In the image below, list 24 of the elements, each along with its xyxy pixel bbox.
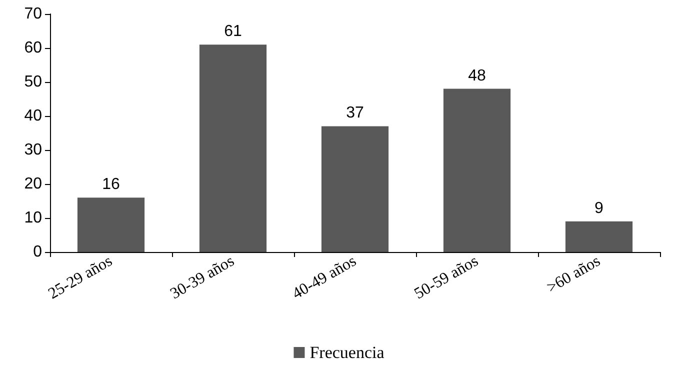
x-tick-label: 40-49 años — [290, 252, 360, 303]
bar — [443, 88, 511, 252]
y-tick-label: 30 — [24, 142, 42, 158]
y-tick-label: 60 — [24, 40, 42, 56]
y-tick-label: 40 — [24, 108, 42, 124]
y-tick-label: 0 — [33, 244, 42, 260]
data-label: 37 — [346, 104, 364, 122]
x-tick-label: 30-39 años — [168, 252, 238, 303]
data-label: 61 — [224, 23, 242, 40]
bar — [199, 44, 267, 252]
data-label: 48 — [468, 67, 486, 84]
data-label: 16 — [102, 176, 120, 194]
x-tick-label: 25-29 años — [46, 252, 116, 303]
legend-label: Frecuencia — [310, 343, 385, 362]
y-tick-label: 50 — [24, 74, 42, 90]
bar — [77, 198, 145, 252]
data-label: 9 — [594, 200, 604, 217]
y-tick-label: 70 — [24, 6, 42, 22]
y-tick-label: 20 — [24, 176, 42, 192]
x-tick-label: 50-59 años — [412, 252, 482, 303]
x-tick-label: >60 años — [544, 252, 604, 297]
y-tick-label: 10 — [24, 210, 42, 226]
bar — [321, 126, 389, 252]
bar — [565, 221, 633, 252]
